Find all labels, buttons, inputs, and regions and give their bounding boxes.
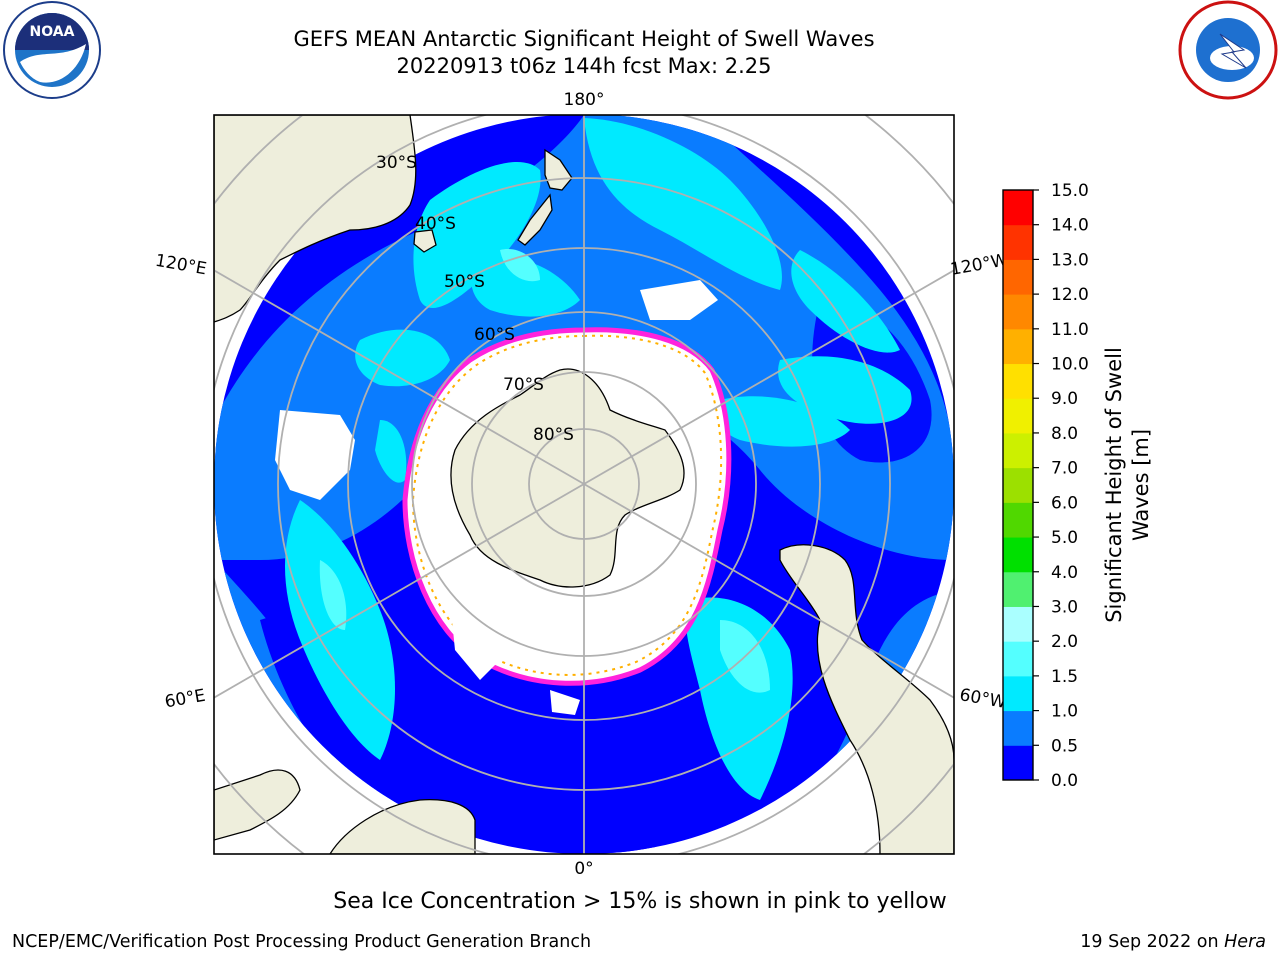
- colorbar-tick-label: 15.0: [1051, 181, 1089, 201]
- colorbar-segment: [1003, 571, 1033, 607]
- colorbar-label-line1: Significant Height of Swell: [1102, 347, 1126, 623]
- colorbar-tick-label: 3.0: [1051, 597, 1078, 617]
- colorbar-segment: [1003, 398, 1033, 434]
- colorbar-tick-label: 13.0: [1051, 250, 1089, 270]
- colorbar-segment: [1003, 363, 1033, 399]
- lat-label-70s: 70°S: [503, 375, 544, 395]
- map-content: 30°S 40°S 50°S 60°S 70°S 80°S: [214, 115, 954, 854]
- colorbar-tick-label: 6.0: [1051, 493, 1078, 513]
- colorbar-segment: [1003, 710, 1033, 746]
- footer-date: 19 Sep 2022 on Hera: [1080, 932, 1266, 952]
- footer-credit: NCEP/EMC/Verification Post Processing Pr…: [12, 932, 592, 952]
- chart-title: GEFS MEAN Antarctic Significant Height o…: [293, 27, 875, 51]
- svg-text:NOAA: NOAA: [30, 24, 75, 40]
- lon-label-60w: 60°W: [958, 685, 1008, 713]
- lat-label-60s: 60°S: [474, 325, 515, 345]
- colorbar-tick-label: 4.0: [1051, 563, 1078, 583]
- lat-label-80s: 80°S: [533, 425, 574, 445]
- colorbar: 0.0 0.5 1.0 1.5 2.0 3.0 4.0 5.0 6.0 7.0 8.0 9.0 10.0…: [1002, 181, 1089, 791]
- colorbar-segment: [1003, 502, 1033, 538]
- colorbar-tick-label: 0.0: [1051, 771, 1078, 791]
- colorbar-segment: [1003, 259, 1033, 295]
- lon-label-120e: 120°E: [154, 251, 208, 280]
- colorbar-tick-label: 9.0: [1051, 389, 1078, 409]
- colorbar-segment: [1003, 745, 1033, 781]
- lat-label-40s: 40°S: [415, 214, 456, 234]
- colorbar-tick-label: 1.0: [1051, 702, 1078, 722]
- noaa-logo: NOAA: [3, 1, 101, 99]
- national-weather-service-logo: [1178, 0, 1278, 100]
- footer-machine: Hera: [1224, 932, 1266, 952]
- sea-ice-note: Sea Ice Concentration > 15% is shown in …: [333, 889, 947, 914]
- colorbar-border: [1002, 189, 1034, 781]
- lon-label-180: 180°: [564, 90, 605, 110]
- colorbar-segment: [1003, 606, 1033, 642]
- colorbar-segment: [1003, 224, 1033, 260]
- lon-label-0: 0°: [574, 859, 593, 879]
- colorbar-segment: [1003, 537, 1033, 573]
- lon-label-120w: 120°W: [949, 250, 1010, 280]
- colorbar-tick-label: 2.0: [1051, 632, 1078, 652]
- ice-floe-patches: [275, 280, 718, 715]
- colorbar-tick-label: 7.0: [1051, 459, 1078, 479]
- colorbar-segment: [1003, 641, 1033, 677]
- colorbar-tick-label: 1.5: [1051, 667, 1078, 687]
- colorbar-label-line2: Waves [m]: [1129, 428, 1153, 542]
- colorbar-tick-label: 8.0: [1051, 424, 1078, 444]
- colorbar-tick-label: 0.5: [1051, 736, 1078, 756]
- colorbar-segment: [1003, 467, 1033, 503]
- colorbar-segment: [1003, 675, 1033, 712]
- colorbar-tick-label: 10.0: [1051, 355, 1089, 375]
- colorbar-tick-label: 12.0: [1051, 285, 1089, 305]
- colorbar-segment: [1003, 432, 1033, 469]
- chart-subtitle: 20220913 t06z 144h fcst Max: 2.25: [396, 54, 772, 78]
- lon-label-60e: 60°E: [163, 686, 207, 713]
- colorbar-tick-label: 11.0: [1051, 320, 1089, 340]
- colorbar-segment: [1003, 294, 1033, 330]
- graticule: [214, 115, 954, 854]
- lat-label-30s: 30°S: [376, 153, 417, 173]
- colorbar-tick-label: 5.0: [1051, 528, 1078, 548]
- footer-date-text: 19 Sep 2022 on: [1080, 932, 1225, 952]
- colorbar-tick-label: 14.0: [1051, 216, 1089, 236]
- colorbar-segment: [1003, 328, 1033, 365]
- colorbar-segment: [1003, 190, 1033, 226]
- lat-label-50s: 50°S: [444, 272, 485, 292]
- map-frame: [213, 114, 955, 855]
